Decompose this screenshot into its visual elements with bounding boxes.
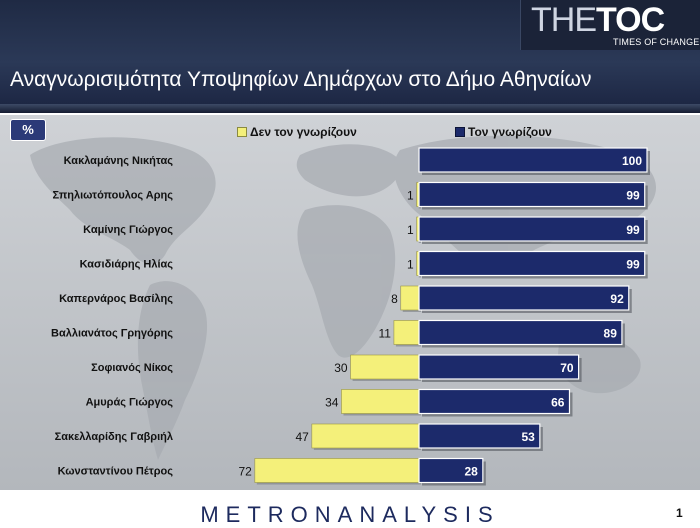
- category-label: Καπερνάρος Βασίλης: [59, 293, 173, 305]
- data-label-know: 89: [604, 327, 618, 341]
- bar-dont-know: [400, 285, 420, 311]
- bar-know: [418, 319, 623, 346]
- logo-the: THE: [531, 1, 597, 39]
- data-label-know: 99: [626, 223, 640, 237]
- data-label-dont-know: 34: [325, 396, 339, 410]
- category-label: Κωνσταντίνου Πέτρος: [58, 466, 174, 478]
- data-label-know: 28: [464, 465, 478, 479]
- data-label-dont-know: 11: [378, 327, 391, 341]
- bar-know: [418, 250, 646, 277]
- data-label-dont-know: 1: [407, 189, 414, 203]
- bar-know: [418, 285, 630, 311]
- category-label: Βαλλιανάτος Γρηγόρης: [51, 328, 173, 340]
- legend-label-know: Τον γνωρίζουν: [468, 124, 552, 139]
- bar-know: [418, 423, 541, 449]
- bar-dont-know: [254, 458, 420, 483]
- data-label-dont-know: 8: [391, 292, 398, 306]
- legend-swatch-dont-know: [237, 126, 247, 137]
- data-label-know: 92: [610, 292, 624, 306]
- bar-chart: Κακλαμάνης Νικήτας 100 Σπηλιωτόπουλος Αρης…: [51, 147, 650, 486]
- page-title: Αναγνωρισιμότητα Υποψηφίων Δημάρχων στο …: [10, 68, 592, 91]
- bar-know: [418, 181, 646, 208]
- category-label: Σπηλιωτόπουλος Αρης: [52, 190, 173, 202]
- bar-know: [418, 147, 648, 173]
- header-banner: THETOC TIMES OF CHANGE Αναγνωρισιμότητα …: [0, 0, 700, 113]
- logo-toc: TOC: [596, 1, 665, 39]
- logo: THETOC TIMES OF CHANGE: [520, 0, 700, 50]
- category-label: Σακελλαρίδης Γαβριήλ: [55, 431, 173, 443]
- data-label-know: 70: [560, 361, 574, 375]
- data-label-know: 99: [626, 189, 640, 203]
- bar-dont-know: [393, 320, 420, 345]
- legend-label-dont-know: Δεν τον γνωρίζουν: [250, 124, 357, 139]
- data-label-know: 100: [622, 154, 642, 168]
- data-label-know: 53: [521, 430, 535, 444]
- legend-item-dont-know: Δεν τον γνωρίζουν: [237, 123, 357, 139]
- bar-dont-know: [341, 389, 420, 414]
- bar-know: [418, 216, 646, 242]
- header-stripe: [0, 104, 700, 113]
- category-label: Σοφιανός Νίκος: [91, 362, 173, 374]
- category-label: Καμίνης Γιώργος: [83, 224, 173, 236]
- data-label-know: 66: [551, 396, 565, 410]
- chart-area: % Δεν τον γνωρίζουν Τον γνωρίζουν Κακλαμ…: [0, 115, 700, 490]
- bar-know: [418, 388, 571, 415]
- category-label: Κασιδιάρης Ηλίας: [80, 259, 174, 271]
- unit-badge: %: [10, 119, 46, 141]
- logo-wordmark: THETOC: [531, 1, 665, 39]
- footer-brand: METRONANALYSIS: [200, 502, 500, 527]
- page-number: 1: [676, 506, 683, 520]
- bar-know: [418, 354, 580, 380]
- data-label-dont-know: 1: [407, 223, 414, 237]
- data-label-dont-know: 47: [295, 430, 309, 444]
- category-label: Κακλαμάνης Νικήτας: [64, 155, 174, 167]
- data-label-dont-know: 1: [407, 258, 414, 272]
- data-label-know: 99: [626, 258, 640, 272]
- logo-tagline: TIMES OF CHANGE: [613, 37, 700, 47]
- bar-know: [418, 457, 484, 484]
- category-label: Αμυράς Γιώργος: [86, 397, 174, 409]
- legend-item-know: Τον γνωρίζουν: [455, 123, 552, 139]
- data-label-dont-know: 72: [238, 465, 252, 479]
- data-label-dont-know: 30: [334, 361, 348, 375]
- bar-dont-know: [350, 354, 420, 380]
- bar-dont-know: [311, 423, 420, 449]
- legend-swatch-know: [455, 126, 465, 137]
